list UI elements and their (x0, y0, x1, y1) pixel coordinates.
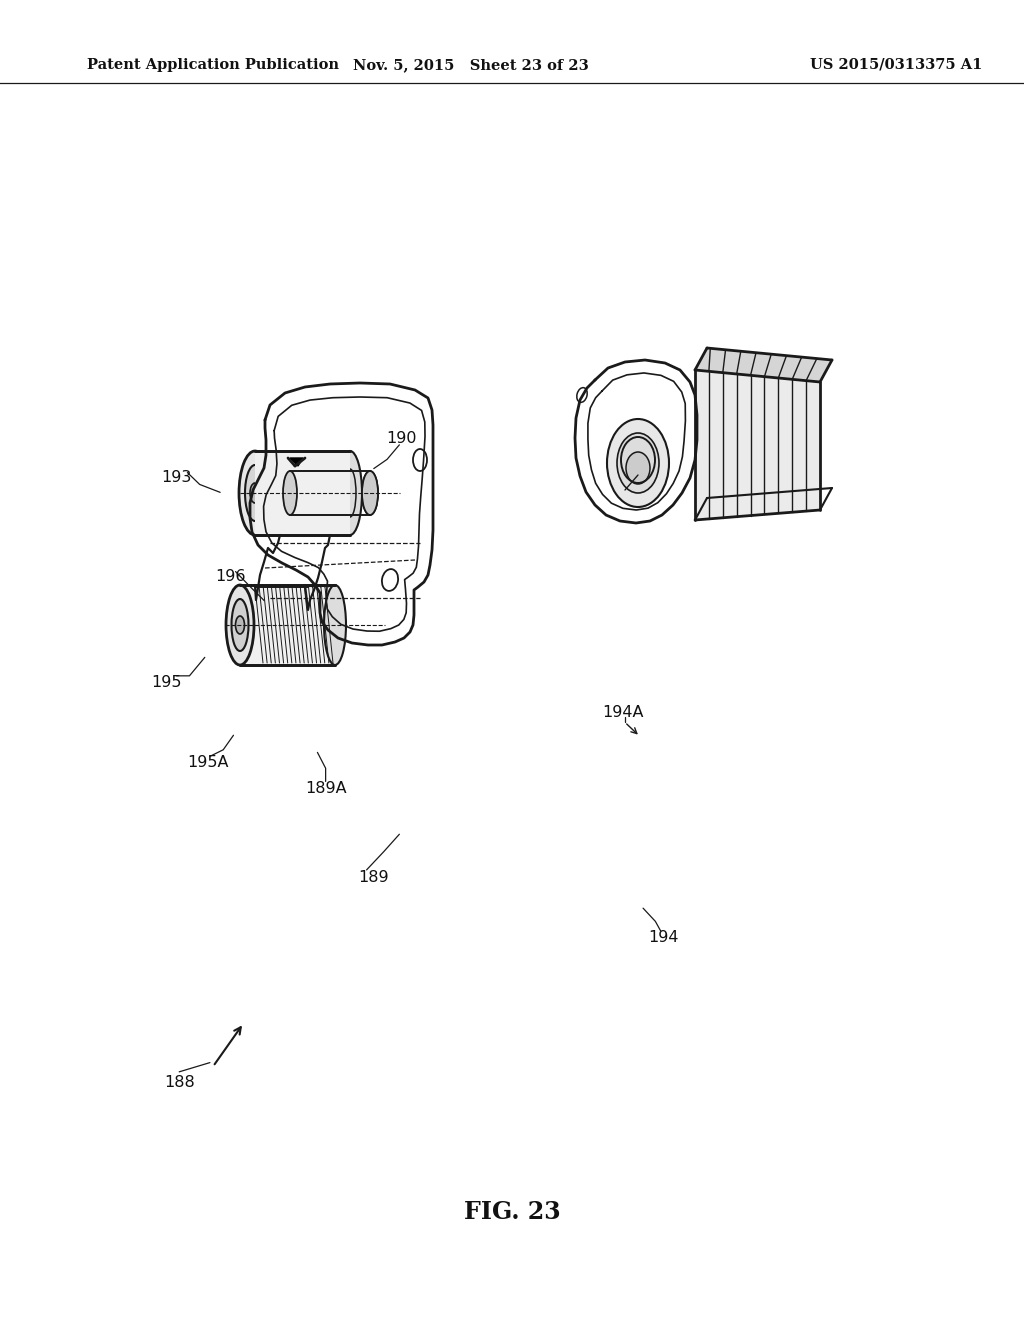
Ellipse shape (236, 616, 245, 634)
Text: 194A: 194A (602, 705, 643, 721)
Text: 195A: 195A (187, 755, 228, 771)
Polygon shape (695, 370, 820, 520)
Text: FIG. 23: FIG. 23 (464, 1200, 560, 1224)
Ellipse shape (617, 433, 659, 492)
Polygon shape (255, 451, 350, 535)
Ellipse shape (245, 465, 265, 521)
Text: 194: 194 (648, 929, 679, 945)
Ellipse shape (239, 451, 271, 535)
Text: 196: 196 (215, 569, 246, 585)
Text: US 2015/0313375 A1: US 2015/0313375 A1 (810, 58, 982, 73)
Ellipse shape (250, 483, 260, 503)
Ellipse shape (324, 585, 346, 665)
Text: Patent Application Publication: Patent Application Publication (87, 58, 339, 73)
Text: 195: 195 (152, 675, 182, 690)
Text: 190: 190 (386, 430, 417, 446)
Text: 188: 188 (164, 1074, 195, 1090)
Text: 189A: 189A (305, 780, 346, 796)
Text: 193: 193 (161, 470, 191, 486)
Ellipse shape (338, 451, 362, 535)
Text: 189: 189 (358, 870, 389, 886)
Ellipse shape (231, 599, 249, 651)
Ellipse shape (626, 451, 650, 484)
Text: Nov. 5, 2015   Sheet 23 of 23: Nov. 5, 2015 Sheet 23 of 23 (353, 58, 589, 73)
Ellipse shape (607, 418, 669, 507)
Polygon shape (240, 585, 335, 665)
Ellipse shape (362, 471, 378, 515)
Ellipse shape (362, 471, 378, 515)
Polygon shape (695, 348, 831, 381)
Polygon shape (290, 458, 303, 466)
Ellipse shape (226, 585, 254, 665)
Ellipse shape (283, 471, 297, 515)
